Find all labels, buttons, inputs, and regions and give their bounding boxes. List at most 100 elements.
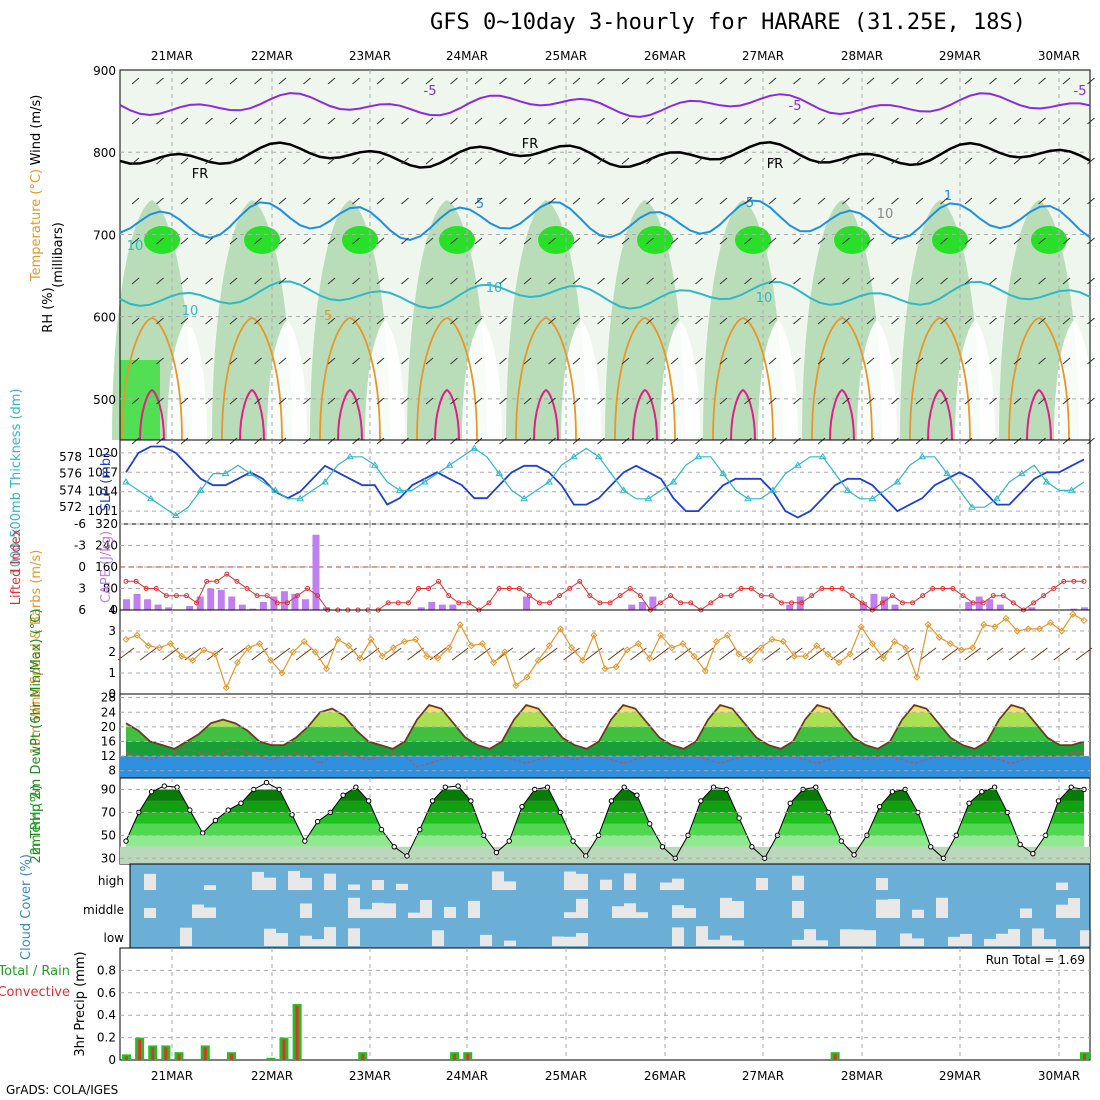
wind-barb: [425, 317, 434, 325]
li-point-73: [859, 600, 865, 606]
cloud-gap-1-20: [372, 902, 384, 918]
wind-barb: [450, 437, 458, 445]
wind-barb: [768, 77, 777, 85]
li-point-47: [597, 600, 603, 606]
upper-ytick-2: 700: [93, 228, 116, 242]
thickness-point-72: [1017, 469, 1026, 477]
cloud-gap-2-15: [312, 939, 324, 946]
wind-barb: [303, 157, 311, 165]
wind-barb: [866, 397, 875, 405]
cape-bar-10: [228, 596, 236, 610]
wind-barb: [254, 197, 262, 205]
precip-conv-8: [229, 1054, 233, 1060]
cape-bar-18: [312, 534, 320, 610]
thickness-point-76: [1067, 486, 1076, 493]
cloud-gap-2-68: [948, 936, 960, 946]
cape-bar-13: [259, 601, 267, 610]
rh-point-56: [838, 838, 845, 844]
wind-barb: [915, 77, 924, 85]
rh-core-2: [342, 226, 378, 254]
wind-barb: [646, 317, 654, 325]
wind-barb: [866, 237, 875, 245]
cape-bar-73: [891, 604, 899, 610]
wind-barb: [597, 277, 605, 285]
wind-label: 10m Wind Speed & Barbs (m/s): [29, 550, 44, 755]
li-point-48: [607, 600, 613, 606]
precip-ytick-4: 0.8: [97, 963, 116, 977]
thickness-point-34: [545, 478, 553, 485]
wind-barb: [548, 117, 556, 125]
wind-barb: [474, 117, 483, 125]
wind-barb: [180, 197, 189, 205]
wind-barb: [450, 77, 458, 85]
rh-ytick-1: 50: [101, 828, 116, 842]
wind-barb: [940, 277, 948, 285]
wind-point-53: [712, 637, 720, 646]
rh-point-14: [302, 838, 308, 844]
wind-barb-10m-72: [919, 647, 937, 661]
wind-point-40: [568, 644, 576, 652]
precip-conv-label: Convective: [0, 985, 70, 1000]
wind-barb: [915, 437, 924, 445]
wind-barb: [621, 357, 630, 365]
wind-barb: [205, 237, 213, 245]
rh-point-70: [1017, 841, 1023, 848]
wind-barb: [768, 237, 777, 245]
cloud-gap-2-36: [564, 936, 576, 946]
rh-band-2m-1: [126, 823, 1084, 836]
wind-point-57: [757, 644, 765, 652]
li-point-39: [516, 586, 522, 591]
cloud-gap-0-77: [1056, 882, 1068, 890]
wind-point-80: [1013, 627, 1021, 635]
contour-20-1: [239, 388, 265, 441]
wind-barb: [670, 317, 679, 325]
rh-base: [120, 846, 1090, 864]
wind-barb: [1062, 197, 1071, 205]
wind-barb-10m-58: [763, 647, 781, 661]
thickness-point-12: [271, 486, 280, 493]
cape-bar-83: [996, 604, 1004, 610]
wind-point-12: [256, 640, 264, 648]
wind-barb-10m-46: [630, 647, 647, 661]
wind-barb: [156, 357, 164, 365]
wind-point-29: [445, 644, 453, 652]
wind-point-43: [601, 665, 609, 673]
li-point-84: [970, 600, 976, 606]
thickness-point-40: [619, 486, 628, 493]
slp-ytick-1: 1014: [87, 485, 118, 499]
wind-point-24: [389, 644, 397, 652]
cloud-gap-0-52: [756, 878, 768, 890]
wind-barb: [989, 197, 997, 205]
li-point-44: [567, 586, 573, 591]
wind-barb: [499, 237, 507, 245]
wind-barb: [866, 197, 875, 205]
wind-barb: [376, 117, 385, 125]
wind-point-36: [523, 673, 531, 681]
li-point-3: [153, 586, 159, 591]
rh-point-40: [634, 792, 640, 798]
wind-barb: [695, 277, 703, 285]
wind-barb: [744, 437, 752, 445]
cloud-gap-2-29: [480, 934, 492, 946]
li-point-28: [405, 600, 411, 606]
wind-barb: [278, 77, 287, 85]
date-top-3: 24MAR: [446, 49, 488, 63]
li-point-87: [1000, 593, 1006, 599]
wind-barb: [205, 317, 213, 325]
wind-barb: [254, 157, 262, 165]
wind-barb: [817, 317, 826, 325]
wind-barb: [793, 277, 801, 285]
wind-barb: [1038, 437, 1046, 445]
li-point-1: [133, 578, 139, 584]
rh-point-18: [353, 784, 359, 790]
wind-barb: [499, 317, 507, 325]
dry-column-9: [1054, 320, 1094, 440]
wind-barb: [621, 117, 630, 125]
wind-barb-10m-24: [385, 647, 402, 661]
wind-barb: [989, 157, 997, 165]
date-top-7: 28MAR: [841, 49, 883, 63]
wind-ytick-4: 4: [108, 603, 116, 617]
cloud-gap-2-59: [840, 929, 852, 946]
thickness-point-32: [520, 494, 529, 502]
thickness-label: 1000-500mb Thickness (dm): [9, 388, 24, 575]
